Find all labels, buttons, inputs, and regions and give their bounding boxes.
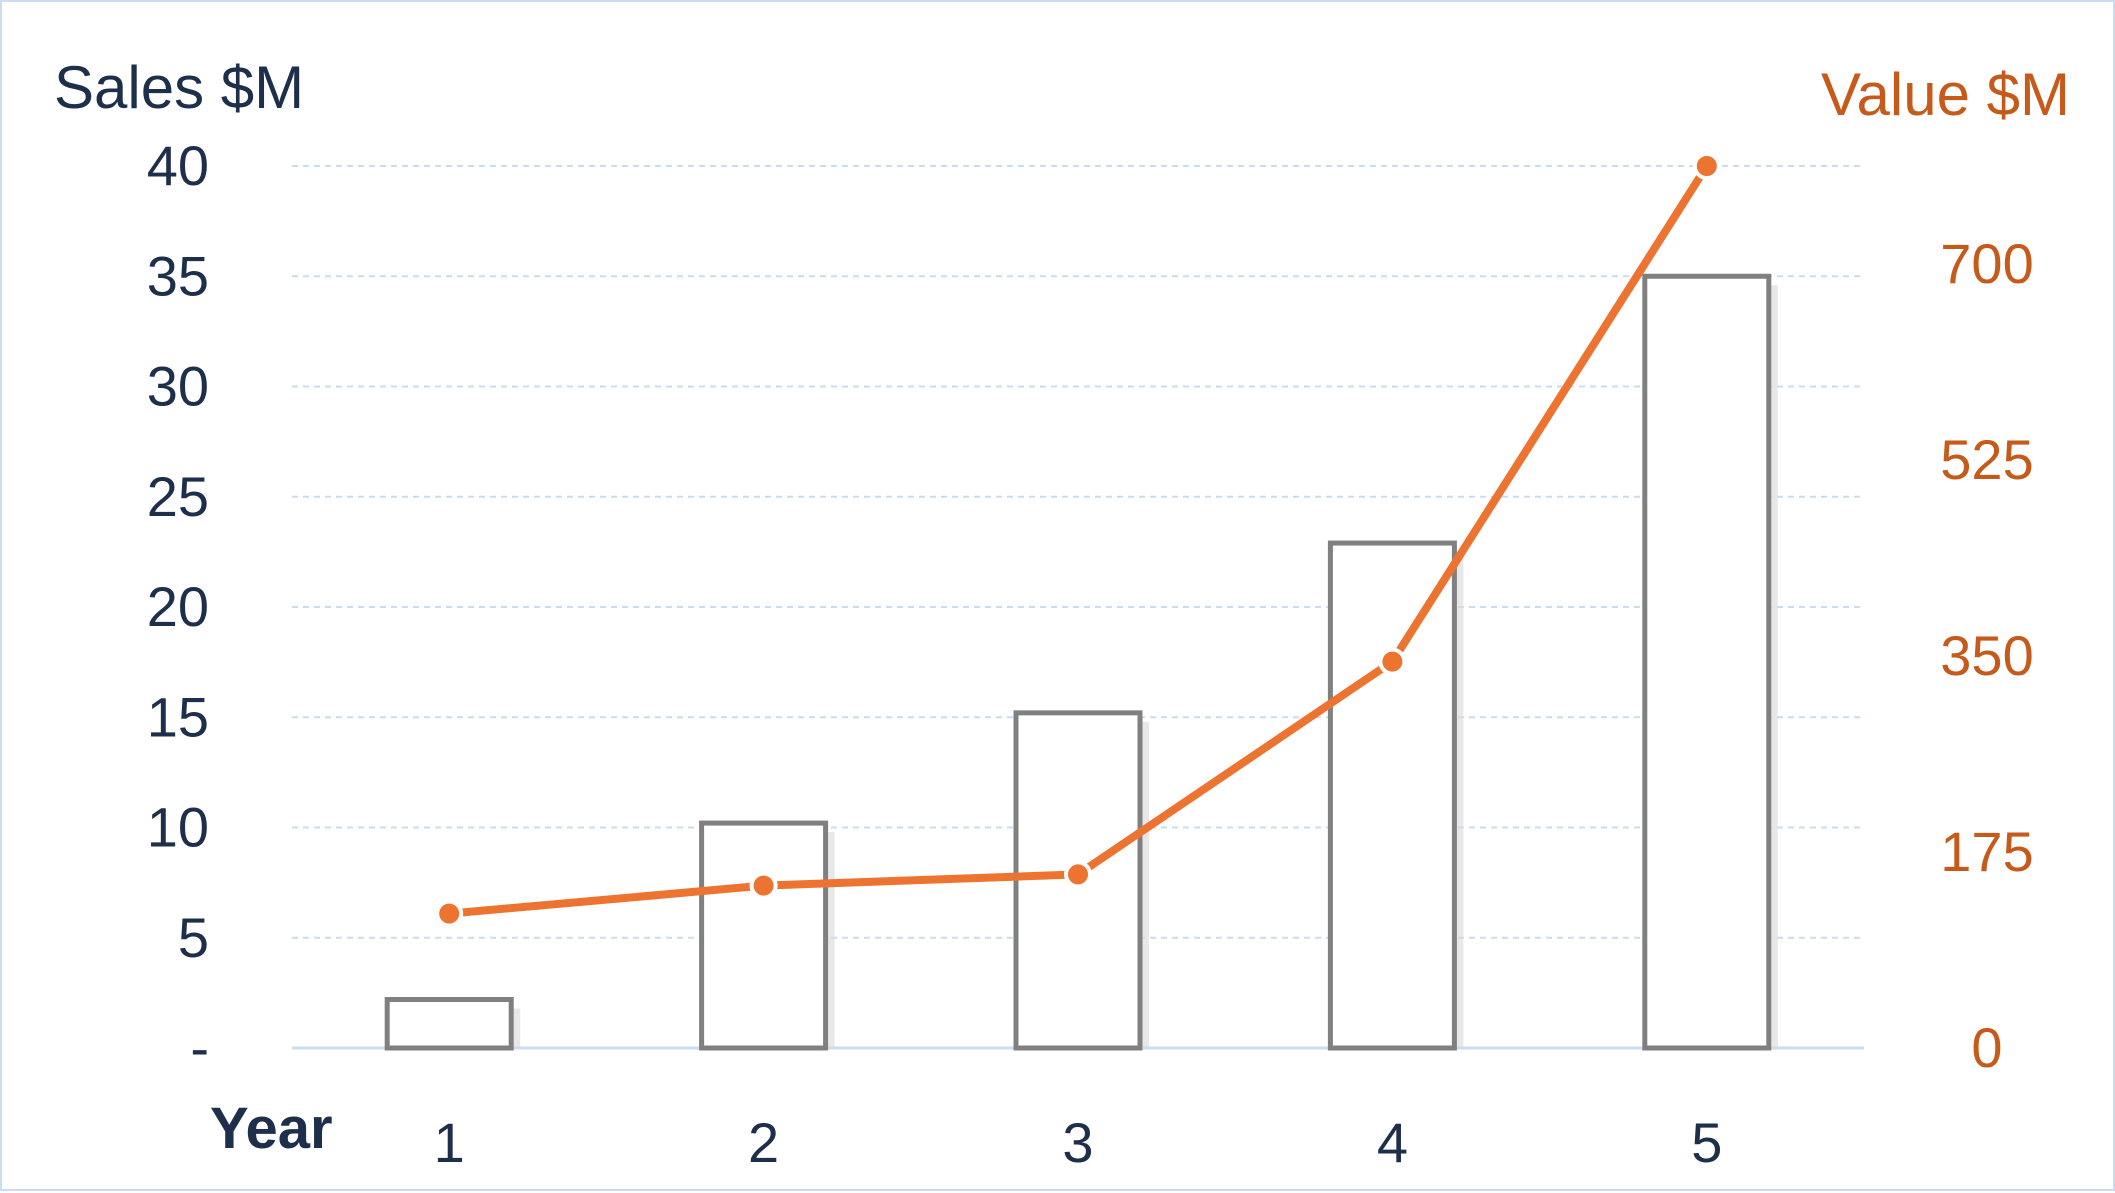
y-tick-label: - xyxy=(190,1016,209,1079)
x-axis-title: Year xyxy=(210,1096,333,1161)
y2-tick-label: 0 xyxy=(1971,1016,2002,1079)
right-axis-ticks: 0 175 350 525 700 xyxy=(1940,232,2033,1079)
y-tick-label: 25 xyxy=(147,465,209,528)
y2-tick-label: 350 xyxy=(1940,624,2033,687)
x-tick-label: 1 xyxy=(434,1111,465,1174)
line-point xyxy=(1064,860,1092,889)
y-tick-label: 5 xyxy=(178,906,209,969)
y-tick-label: 35 xyxy=(147,244,209,307)
y2-tick-label: 525 xyxy=(1940,428,2033,491)
bar xyxy=(384,996,514,1051)
y-tick-label: 20 xyxy=(147,575,209,638)
x-tick-label: 5 xyxy=(1691,1111,1722,1174)
x-tick-label: 2 xyxy=(748,1111,779,1174)
y2-axis-title: Value $M xyxy=(1821,61,2070,128)
y-tick-label: 40 xyxy=(147,134,209,197)
x-tick-label: 3 xyxy=(1062,1111,1093,1174)
y-tick-label: 10 xyxy=(147,796,209,859)
y-tick-label: 15 xyxy=(147,685,209,748)
y-tick-label: 30 xyxy=(147,355,209,418)
line-series xyxy=(435,152,1721,928)
line-point xyxy=(749,871,778,900)
y2-tick-label: 175 xyxy=(1940,820,2033,883)
bar xyxy=(699,820,829,1051)
left-axis-ticks: - 5 10 15 20 25 30 35 40 xyxy=(147,134,209,1079)
y2-tick-label: 700 xyxy=(1940,232,2033,295)
x-axis-ticks: 1 2 3 4 5 xyxy=(434,1111,1723,1174)
line-point xyxy=(435,899,464,928)
x-tick-label: 4 xyxy=(1377,1111,1408,1174)
line-point xyxy=(1692,152,1721,180)
bar-series xyxy=(384,273,1778,1051)
bar xyxy=(1327,540,1457,1051)
bar xyxy=(1642,273,1772,1051)
line-point xyxy=(1378,647,1407,676)
y-axis-title: Sales $M xyxy=(54,54,304,121)
